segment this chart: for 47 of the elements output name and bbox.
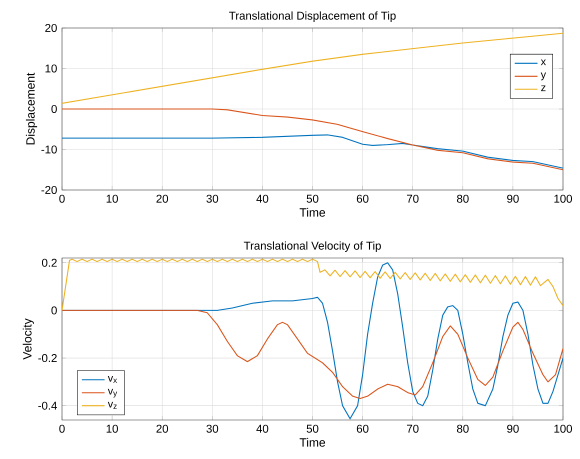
x-tick-label: 30	[206, 424, 218, 433]
x-tick-label: 70	[406, 424, 419, 433]
x-tick-label: 90	[507, 194, 519, 203]
x-tick-label: 20	[156, 424, 168, 433]
y-tick-label: 10	[46, 64, 57, 72]
y-tick-label: -0.4	[38, 402, 57, 410]
x-tick-label: 0	[59, 424, 65, 433]
chart-title: Translational Displacement of Tip	[229, 11, 396, 22]
y-tick-label: 0.2	[42, 258, 57, 267]
y-tick-label: 20	[45, 24, 57, 32]
line-series	[62, 310, 563, 400]
x-tick-label: 100	[554, 194, 572, 203]
x-tick-label: 100	[554, 424, 572, 433]
legend-label: x	[540, 60, 546, 66]
x-tick-label: 70	[406, 194, 419, 203]
x-tick-label: 40	[256, 424, 268, 433]
x-tick-label: 0	[59, 194, 65, 203]
x-tick-label: 20	[156, 194, 168, 203]
x-tick-label: 60	[356, 424, 368, 433]
legend-label: v$_{z}$	[108, 402, 117, 409]
legend-label: v$_{y}$	[108, 388, 118, 398]
legend-label: v$_{x}$	[108, 376, 118, 383]
x-tick-label: 80	[457, 424, 469, 433]
x-tick-label: 50	[306, 424, 318, 433]
legend-label: z	[541, 85, 546, 92]
y-tick-label: -10	[41, 145, 57, 154]
y-axis-title: Displacement	[26, 72, 38, 144]
y-tick-label: -0.2	[38, 354, 57, 362]
chart-title: Translational Velocity of Tip	[244, 241, 381, 252]
line-series	[62, 134, 563, 169]
x-tick-label: 50	[306, 194, 318, 203]
x-tick-label: 80	[457, 194, 469, 203]
x-tick-label: 30	[206, 194, 218, 203]
y-tick-label: 0	[51, 104, 57, 113]
x-tick-label: 40	[256, 194, 268, 203]
x-tick-label: 60	[356, 194, 368, 203]
x-axis-title: Time	[300, 438, 326, 447]
x-axis-title: Time	[300, 208, 326, 217]
line-series	[62, 108, 563, 170]
y-axis-title: Velocity	[22, 318, 34, 360]
line-series	[62, 258, 563, 311]
legend-label: y	[540, 72, 546, 80]
y-tick-label: 0	[51, 306, 57, 314]
x-tick-label: 90	[507, 424, 519, 433]
x-tick-label: 10	[106, 424, 118, 433]
y-tick-label: -20	[41, 186, 57, 194]
x-tick-label: 10	[106, 194, 118, 203]
